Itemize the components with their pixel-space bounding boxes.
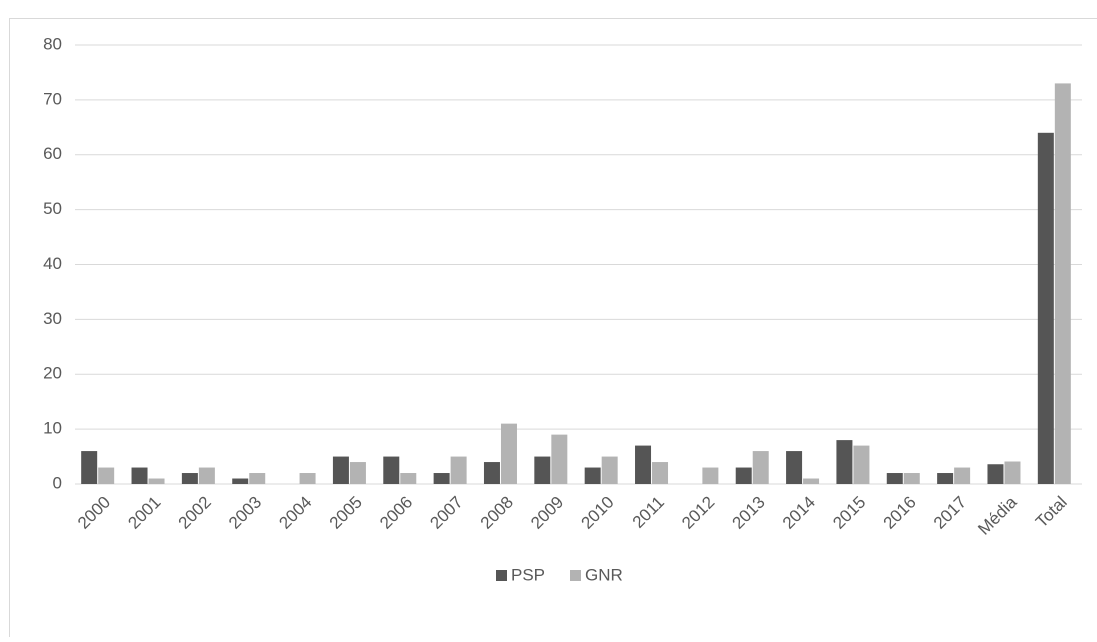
bar: [534, 457, 550, 484]
y-tick-label: 60: [43, 144, 62, 163]
y-tick-label: 0: [53, 473, 62, 492]
x-tick-label: 2012: [678, 493, 718, 533]
bar: [803, 479, 819, 484]
bar: [132, 468, 148, 484]
legend-label: GNR: [585, 565, 623, 584]
bar: [836, 440, 852, 484]
bar: [786, 451, 802, 484]
bar: [484, 462, 500, 484]
y-tick-label: 50: [43, 199, 62, 218]
x-tick-label: 2006: [376, 493, 416, 533]
bar: [753, 451, 769, 484]
y-tick-label: 30: [43, 309, 62, 328]
bar: [702, 468, 718, 484]
bar: [199, 468, 215, 484]
x-tick-label: 2007: [426, 493, 466, 533]
x-tick-label: 2002: [175, 493, 215, 533]
y-tick-label: 80: [43, 34, 62, 53]
bar: [602, 457, 618, 484]
bar: [149, 479, 165, 484]
bar: [232, 479, 248, 484]
bar: [182, 473, 198, 484]
bar: [501, 424, 517, 484]
bar: [887, 473, 903, 484]
bar: [400, 473, 416, 484]
bar: [904, 473, 920, 484]
x-tick-label: 2015: [829, 493, 869, 533]
x-tick-label: 2001: [124, 493, 164, 533]
bar: [1055, 83, 1071, 484]
x-tick-label: Média: [974, 492, 1021, 539]
x-tick-label: 2003: [225, 493, 265, 533]
legend-swatch: [570, 570, 581, 581]
bar: [98, 468, 114, 484]
x-tick-label: 2016: [880, 493, 920, 533]
bar: [81, 451, 97, 484]
x-tick-label: 2000: [74, 493, 114, 533]
legend-swatch: [496, 570, 507, 581]
bar: [249, 473, 265, 484]
legend-label: PSP: [511, 565, 545, 584]
y-tick-label: 20: [43, 364, 62, 383]
x-tick-label: 2004: [275, 493, 315, 533]
x-tick-label: 2009: [527, 493, 567, 533]
bar: [736, 468, 752, 484]
bar: [333, 457, 349, 484]
bar: [434, 473, 450, 484]
bar: [551, 435, 567, 484]
bar: [585, 468, 601, 484]
x-tick-label: 2008: [477, 493, 517, 533]
bar: [300, 473, 316, 484]
y-tick-label: 10: [43, 419, 62, 438]
x-tick-label: 2011: [629, 493, 668, 532]
bar: [1038, 133, 1054, 484]
bar: [1004, 462, 1020, 484]
x-tick-label: 2014: [779, 493, 819, 533]
bar: [954, 468, 970, 484]
x-tick-label: 2010: [577, 493, 617, 533]
bar: [853, 446, 869, 484]
x-tick-label: 2017: [930, 493, 970, 533]
x-tick-label: 2013: [729, 493, 769, 533]
bar: [635, 446, 651, 484]
bar: [987, 464, 1003, 484]
x-tick-label: Total: [1032, 493, 1071, 532]
bar: [350, 462, 366, 484]
y-tick-label: 40: [43, 254, 62, 273]
y-tick-label: 70: [43, 89, 62, 108]
x-tick-label: 2005: [326, 493, 366, 533]
bar: [652, 462, 668, 484]
bar: [383, 457, 399, 484]
bar: [451, 457, 467, 484]
chart-border: [10, 19, 1097, 638]
bar: [937, 473, 953, 484]
